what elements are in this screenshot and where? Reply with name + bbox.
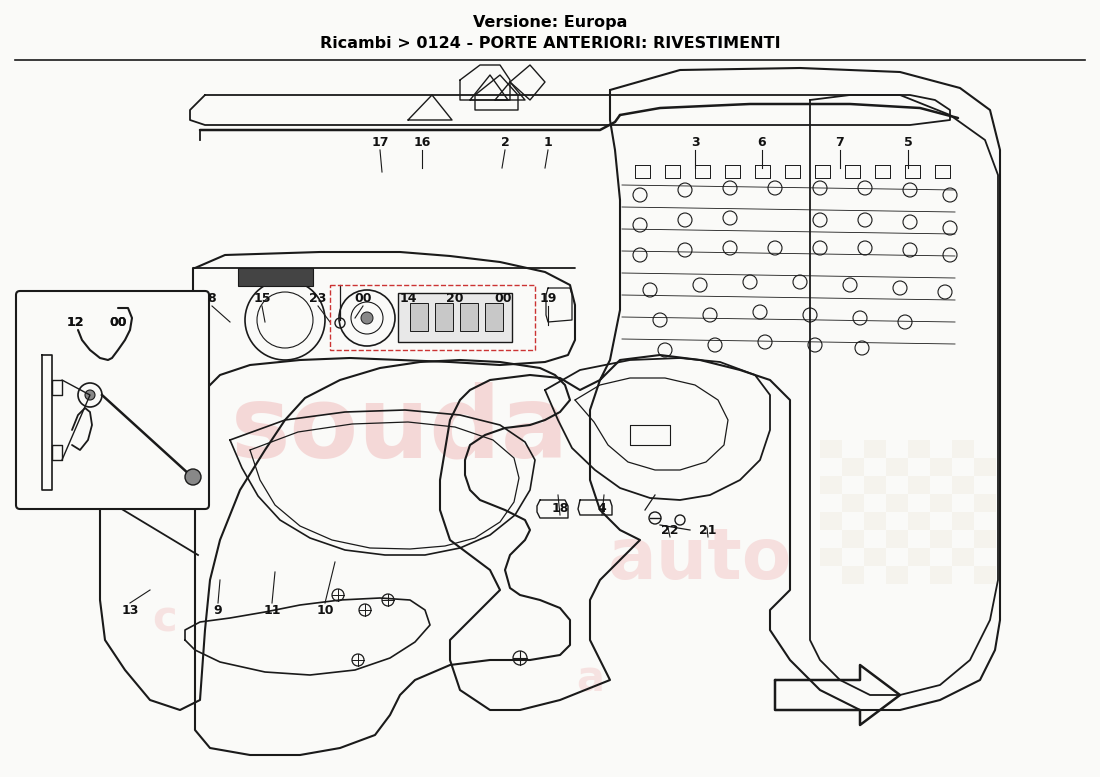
- Bar: [410, 303, 428, 331]
- Bar: [842, 458, 864, 476]
- Bar: [145, 450, 173, 478]
- Circle shape: [361, 312, 373, 324]
- Text: 11: 11: [263, 604, 280, 616]
- Bar: [930, 458, 952, 476]
- FancyBboxPatch shape: [398, 293, 512, 342]
- Text: 10: 10: [317, 604, 333, 616]
- Bar: [485, 303, 503, 331]
- Bar: [842, 530, 864, 548]
- Text: 16: 16: [414, 135, 431, 148]
- Bar: [864, 512, 886, 530]
- Text: auto: auto: [608, 525, 792, 594]
- Bar: [434, 303, 453, 331]
- Bar: [820, 440, 842, 458]
- Text: 00: 00: [494, 291, 512, 305]
- Bar: [908, 440, 930, 458]
- Bar: [930, 566, 952, 584]
- Text: 5: 5: [903, 135, 912, 148]
- Bar: [842, 566, 864, 584]
- Bar: [238, 268, 314, 286]
- Circle shape: [85, 390, 95, 400]
- Text: c: c: [153, 599, 177, 641]
- Text: 18: 18: [551, 501, 569, 514]
- Bar: [864, 440, 886, 458]
- Text: 1: 1: [543, 135, 552, 148]
- Text: 13: 13: [121, 604, 139, 616]
- Text: 22: 22: [661, 524, 679, 536]
- Bar: [974, 494, 996, 512]
- Text: 7: 7: [836, 135, 845, 148]
- Bar: [886, 566, 907, 584]
- Bar: [886, 494, 907, 512]
- Bar: [952, 476, 974, 494]
- Text: 21: 21: [700, 524, 717, 536]
- Text: 00: 00: [109, 315, 126, 329]
- Text: 8: 8: [208, 291, 217, 305]
- Bar: [974, 458, 996, 476]
- Bar: [908, 512, 930, 530]
- Bar: [460, 303, 478, 331]
- Bar: [908, 548, 930, 566]
- Text: 23: 23: [309, 291, 327, 305]
- Text: a: a: [576, 659, 604, 701]
- Bar: [952, 548, 974, 566]
- Bar: [952, 512, 974, 530]
- Text: 6: 6: [758, 135, 767, 148]
- FancyBboxPatch shape: [16, 291, 209, 509]
- Text: 4: 4: [597, 501, 606, 514]
- Bar: [820, 476, 842, 494]
- Text: Ricambi > 0124 - PORTE ANTERIORI: RIVESTIMENTI: Ricambi > 0124 - PORTE ANTERIORI: RIVEST…: [320, 37, 780, 51]
- Text: Versione: Europa: Versione: Europa: [473, 15, 627, 30]
- Text: souda: souda: [231, 382, 569, 479]
- Bar: [820, 548, 842, 566]
- Bar: [974, 566, 996, 584]
- Text: 15: 15: [253, 291, 271, 305]
- Text: 19: 19: [539, 291, 557, 305]
- Text: 12: 12: [66, 315, 84, 329]
- Circle shape: [185, 469, 201, 485]
- Bar: [330, 285, 535, 350]
- Bar: [930, 494, 952, 512]
- Bar: [886, 530, 907, 548]
- Text: 9: 9: [213, 604, 222, 616]
- Bar: [864, 548, 886, 566]
- Bar: [886, 458, 907, 476]
- Text: 00: 00: [109, 315, 126, 329]
- Bar: [842, 494, 864, 512]
- Text: 20: 20: [447, 291, 464, 305]
- Bar: [864, 476, 886, 494]
- Bar: [930, 530, 952, 548]
- Bar: [952, 440, 974, 458]
- Text: 00: 00: [354, 291, 372, 305]
- Text: 3: 3: [691, 135, 700, 148]
- Bar: [974, 530, 996, 548]
- Bar: [820, 512, 842, 530]
- Text: 2: 2: [500, 135, 509, 148]
- Text: 14: 14: [399, 291, 417, 305]
- Text: 12: 12: [66, 315, 84, 329]
- Bar: [908, 476, 930, 494]
- Text: 17: 17: [372, 135, 388, 148]
